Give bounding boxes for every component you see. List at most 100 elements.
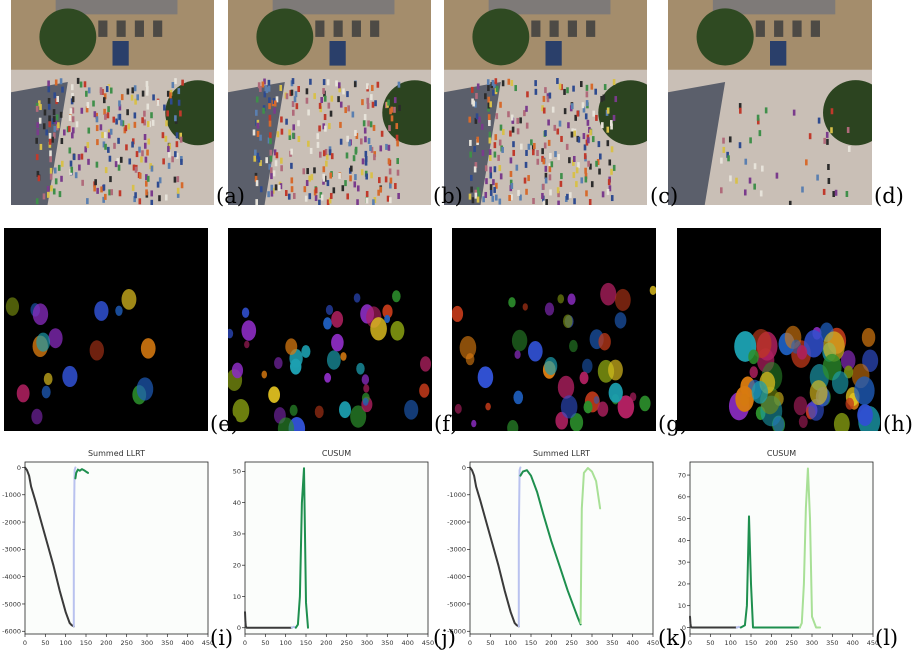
y-tick-label: -1000 (2, 491, 21, 499)
chart-title: Summed LLRT (88, 449, 145, 458)
x-tick-label: 250 (340, 639, 352, 647)
chart-summed-llrt-k: Summed LLRT 0 50 100 150 200 250 300 350 400 450 0 -… (447, 449, 659, 647)
x-tick-label: 50 (261, 639, 269, 647)
y-tick-label: 20 (233, 562, 241, 570)
y-tick-label: 0 (17, 464, 21, 472)
label-h: (h) (883, 412, 913, 436)
y-tick-label: -3000 (447, 546, 466, 554)
chart-title: Summed LLRT (533, 449, 590, 458)
series-line-0 (244, 611, 293, 629)
scene-svg (11, 0, 214, 205)
x-tick-label: 250 (120, 639, 132, 647)
x-tick-label: 250 (565, 639, 577, 647)
scene-photo-b (228, 0, 431, 205)
scene-svg (228, 0, 431, 205)
x-tick-label: 150 (525, 639, 537, 647)
chart-cusum-j: CUSUM 0 50 100 150 200 250 300 350 400 450 0 10 20 30 4… (233, 449, 434, 647)
y-tick-label: 40 (678, 537, 686, 545)
x-tick-label: 250 (785, 639, 797, 647)
x-tick-label: 450 (202, 639, 214, 647)
x-tick-label: 200 (545, 639, 557, 647)
x-tick-label: 100 (279, 639, 291, 647)
x-tick-label: 50 (41, 639, 49, 647)
label-k: (k) (658, 626, 688, 650)
series-line-1 (72, 466, 77, 628)
x-tick-label: 100 (59, 639, 71, 647)
chart-title: CUSUM (767, 449, 796, 458)
series-line-2 (294, 467, 309, 629)
y-tick-label: 30 (678, 558, 686, 566)
y-tick-label: -5000 (2, 600, 21, 608)
x-tick-label: 0 (243, 639, 247, 647)
x-tick-label: 450 (422, 639, 434, 647)
y-tick-label: -3000 (2, 546, 21, 554)
scene-photo-d (668, 0, 872, 205)
y-tick-label: -4000 (447, 573, 466, 581)
x-tick-label: 0 (688, 639, 692, 647)
x-tick-label: 150 (300, 639, 312, 647)
plot-frame (244, 461, 429, 635)
x-tick-label: 400 (401, 639, 413, 647)
series-line-2 (519, 469, 582, 626)
label-c: (c) (650, 184, 679, 208)
x-tick-label: 300 (361, 639, 373, 647)
label-d: (d) (874, 184, 904, 208)
y-tick-label: 0 (462, 464, 466, 472)
x-tick-label: 350 (161, 639, 173, 647)
y-tick-label: 0 (237, 624, 241, 632)
y-tick-label: -5000 (447, 600, 466, 608)
chart-title: CUSUM (322, 449, 351, 458)
y-tick-label: 60 (678, 493, 686, 501)
x-tick-label: 50 (706, 639, 714, 647)
x-tick-label: 450 (647, 639, 659, 647)
label-a: (a) (216, 184, 245, 208)
y-tick-label: -2000 (2, 518, 21, 526)
x-tick-label: 350 (826, 639, 838, 647)
x-tick-label: 100 (504, 639, 516, 647)
label-l: (l) (875, 626, 899, 650)
x-tick-label: 350 (381, 639, 393, 647)
flow-map-e (4, 228, 208, 431)
scene-photo-c (444, 0, 647, 205)
x-tick-label: 0 (23, 639, 27, 647)
plot-frame (469, 461, 654, 635)
flow-map-f (228, 228, 432, 431)
series-line-0 (689, 615, 738, 629)
series-line-0 (469, 466, 520, 628)
x-tick-label: 0 (468, 639, 472, 647)
plot-frame (24, 461, 209, 635)
x-tick-label: 300 (806, 639, 818, 647)
series-line-1 (517, 466, 522, 628)
y-tick-label: 50 (233, 468, 241, 476)
y-tick-label: 70 (678, 471, 686, 479)
label-i: (i) (210, 626, 234, 650)
label-f: (f) (434, 412, 459, 436)
series-line-0 (24, 466, 75, 628)
y-tick-label: 10 (233, 593, 241, 601)
x-tick-label: 100 (724, 639, 736, 647)
y-tick-label: -6000 (2, 628, 21, 636)
flow-svg (228, 290, 432, 431)
series-line-3 (579, 467, 602, 625)
scene-svg (668, 0, 872, 205)
x-tick-label: 200 (100, 639, 112, 647)
y-tick-label: 50 (678, 515, 686, 523)
x-tick-label: 150 (745, 639, 757, 647)
y-tick-label: 40 (233, 499, 241, 507)
x-tick-label: 400 (181, 639, 193, 647)
flow-svg (5, 288, 156, 425)
x-tick-label: 300 (586, 639, 598, 647)
x-tick-label: 350 (606, 639, 618, 647)
y-tick-label: -1000 (447, 491, 466, 499)
x-tick-label: 50 (486, 639, 494, 647)
label-b: (b) (433, 184, 463, 208)
scene-svg (444, 0, 647, 205)
y-tick-label: 0 (682, 624, 686, 632)
plot-frame (689, 461, 874, 635)
y-tick-label: -2000 (447, 518, 466, 526)
scene-photo-a (11, 0, 214, 205)
label-e: (e) (210, 412, 239, 436)
x-tick-label: 400 (626, 639, 638, 647)
y-tick-label: 30 (233, 530, 241, 538)
